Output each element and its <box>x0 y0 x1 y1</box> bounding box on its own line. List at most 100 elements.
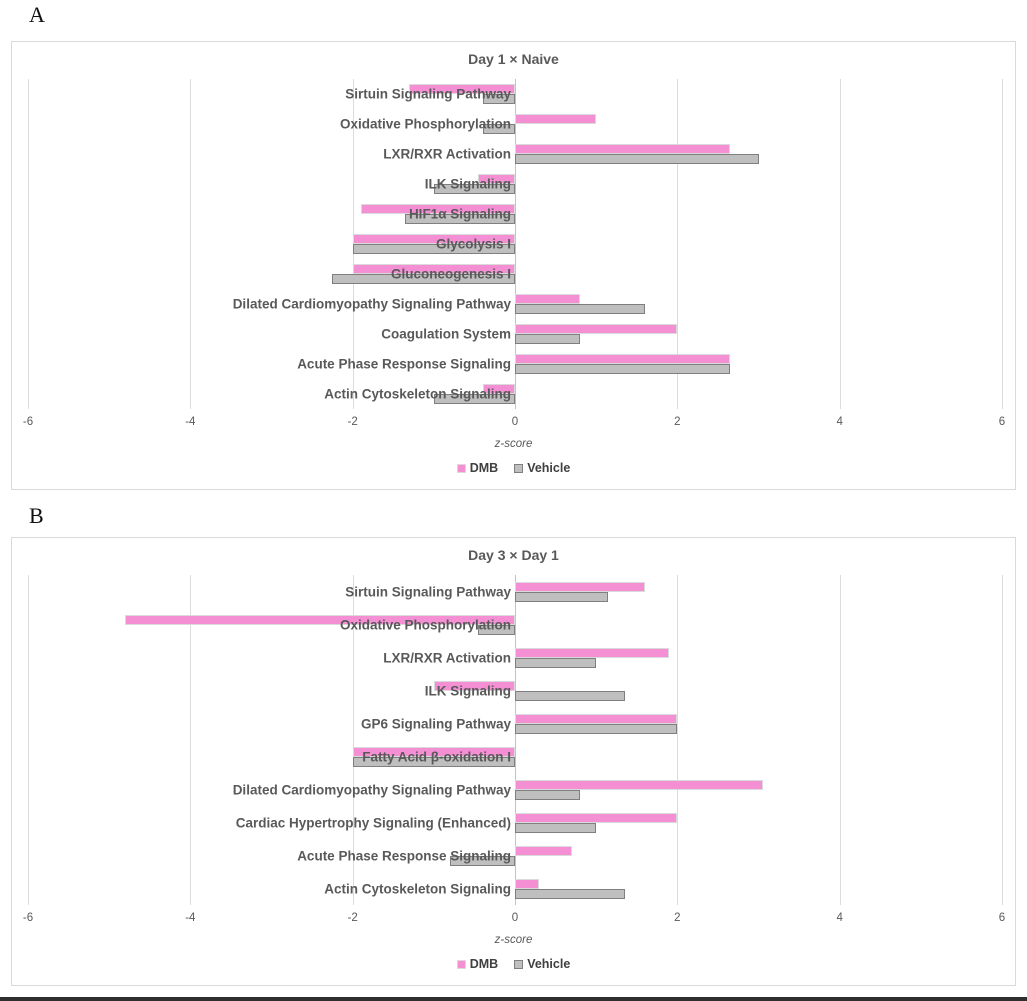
bar-dmb <box>515 144 731 154</box>
bar-dmb <box>409 84 515 94</box>
category-label: Acute Phase Response Signaling <box>297 356 511 372</box>
x-tick-label: -2 <box>347 416 358 428</box>
category-row: Fatty Acid β-oxidation I <box>28 740 1002 773</box>
category-label: Actin Cytoskeleton Signaling <box>324 386 511 402</box>
gridline <box>839 575 841 905</box>
x-axis-ticks: -6 -4 -2 0 2 4 6 <box>23 912 1006 928</box>
bar-vehicle <box>515 789 580 800</box>
category-label: GP6 Signaling Pathway <box>360 716 511 731</box>
bar-dmb <box>515 581 645 592</box>
category-row: Oxidative Phosphorylation <box>28 109 1002 139</box>
category-row: HIF1α Signaling <box>28 199 1002 229</box>
bar-vehicle <box>515 690 625 701</box>
bar-vehicle <box>433 184 515 194</box>
category-row: Acute Phase Response Signaling <box>28 839 1002 872</box>
gridline <box>190 79 192 409</box>
category-label: Oxidative Phosphorylation <box>339 116 511 132</box>
x-tick-label: 6 <box>998 912 1006 924</box>
bar-dmb <box>433 680 515 691</box>
gridline <box>28 575 29 905</box>
bar-dmb <box>125 614 515 625</box>
legend-swatch-dmb <box>456 463 466 473</box>
bar-dmb <box>515 878 540 889</box>
legend-label-dmb: DMB <box>469 461 499 475</box>
bar-vehicle <box>433 394 515 404</box>
legend-item-vehicle: Vehicle <box>514 461 570 475</box>
x-tick-label: -6 <box>22 912 34 924</box>
panel-b-chart: Day 3 × Day 1 Sirtuin Signaling Pathway Ox… <box>11 537 1016 986</box>
category-row: Actin Cytoskeleton Signaling <box>28 379 1002 409</box>
bar-vehicle <box>515 723 678 734</box>
x-tick-label: 0 <box>511 912 519 924</box>
plot-area: Sirtuin Signaling Pathway Oxidative Phosp… <box>28 79 1003 409</box>
category-label: Dilated Cardiomyopathy Signaling Pathway <box>232 782 511 797</box>
category-row: Oxidative Phosphorylation <box>28 608 1002 641</box>
gridline <box>1002 575 1003 905</box>
category-label: ILK Signaling <box>424 683 511 698</box>
bar-dmb <box>515 845 572 856</box>
bar-vehicle <box>482 124 515 134</box>
gridline <box>1002 79 1003 409</box>
bar-dmb <box>515 114 597 124</box>
legend: DMB Vehicle <box>12 957 1015 971</box>
bar-dmb <box>515 713 678 724</box>
category-row: LXR/RXR Activation <box>28 139 1002 169</box>
x-axis-label: z-score <box>494 438 533 450</box>
category-row: Dilated Cardiomyopathy Signaling Pathway <box>28 289 1002 319</box>
bar-vehicle <box>515 657 597 668</box>
x-tick-label: -4 <box>185 912 196 924</box>
category-row: GP6 Signaling Pathway <box>28 707 1002 740</box>
bar-vehicle <box>332 274 515 284</box>
bar-dmb <box>352 746 515 757</box>
category-row: ILK Signaling <box>28 674 1002 707</box>
x-axis-ticks: -6 -4 -2 0 2 4 6 <box>23 416 1006 432</box>
bar-dmb <box>478 174 515 184</box>
category-row: Dilated Cardiomyopathy Signaling Pathway <box>28 773 1002 806</box>
x-tick-label: 6 <box>998 416 1006 428</box>
category-row: Glycolysis I <box>28 229 1002 259</box>
bar-vehicle <box>478 624 515 635</box>
gridline <box>677 575 679 905</box>
bar-dmb <box>515 647 670 658</box>
bar-vehicle <box>352 756 515 767</box>
legend-swatch-vehicle <box>514 959 524 969</box>
bar-dmb <box>352 234 515 244</box>
legend-item-dmb: DMB <box>456 957 499 971</box>
category-label: Actin Cytoskeleton Signaling <box>324 881 511 896</box>
category-row: LXR/RXR Activation <box>28 641 1002 674</box>
legend-label-dmb: DMB <box>469 957 499 971</box>
category-label: Cardiac Hypertrophy Signaling (Enhanced) <box>235 815 511 830</box>
category-label: Dilated Cardiomyopathy Signaling Pathway <box>232 296 511 312</box>
category-label: LXR/RXR Activation <box>383 650 511 665</box>
panel-b-label: B <box>29 503 44 528</box>
zero-axis-line <box>515 575 516 905</box>
category-row: Gluconeogenesis I <box>28 259 1002 289</box>
category-row: Sirtuin Signaling Pathway <box>28 575 1002 608</box>
page-bottom-edge <box>0 997 1027 1001</box>
bar-vehicle <box>482 94 515 104</box>
bar-dmb <box>482 384 515 394</box>
panel-a-chart: Day 1 × Naive Sirtuin Signaling Pathway Ox… <box>11 41 1016 490</box>
chart-title: Day 3 × Day 1 <box>468 547 559 563</box>
legend-item-dmb: DMB <box>456 461 499 475</box>
gridline <box>28 79 29 409</box>
gridline <box>839 79 841 409</box>
category-label: Fatty Acid β-oxidation I <box>362 749 511 764</box>
category-label: ILK Signaling <box>424 176 511 192</box>
legend-item-vehicle: Vehicle <box>514 957 570 971</box>
legend-label-vehicle: Vehicle <box>527 957 571 971</box>
bar-dmb <box>360 204 515 214</box>
category-row: Acute Phase Response Signaling <box>28 349 1002 379</box>
category-label: Oxidative Phosphorylation <box>339 617 511 632</box>
x-tick-label: 2 <box>674 416 681 428</box>
bar-dmb <box>515 324 678 334</box>
bar-dmb <box>515 354 731 364</box>
bar-vehicle <box>515 822 597 833</box>
bar-vehicle <box>515 591 609 602</box>
category-row: Cardiac Hypertrophy Signaling (Enhanced) <box>28 806 1002 839</box>
x-tick-label: 0 <box>511 416 519 428</box>
bar-vehicle <box>450 855 515 866</box>
bar-vehicle <box>515 334 580 344</box>
legend-label-vehicle: Vehicle <box>527 461 571 475</box>
x-tick-label: -4 <box>185 416 196 428</box>
